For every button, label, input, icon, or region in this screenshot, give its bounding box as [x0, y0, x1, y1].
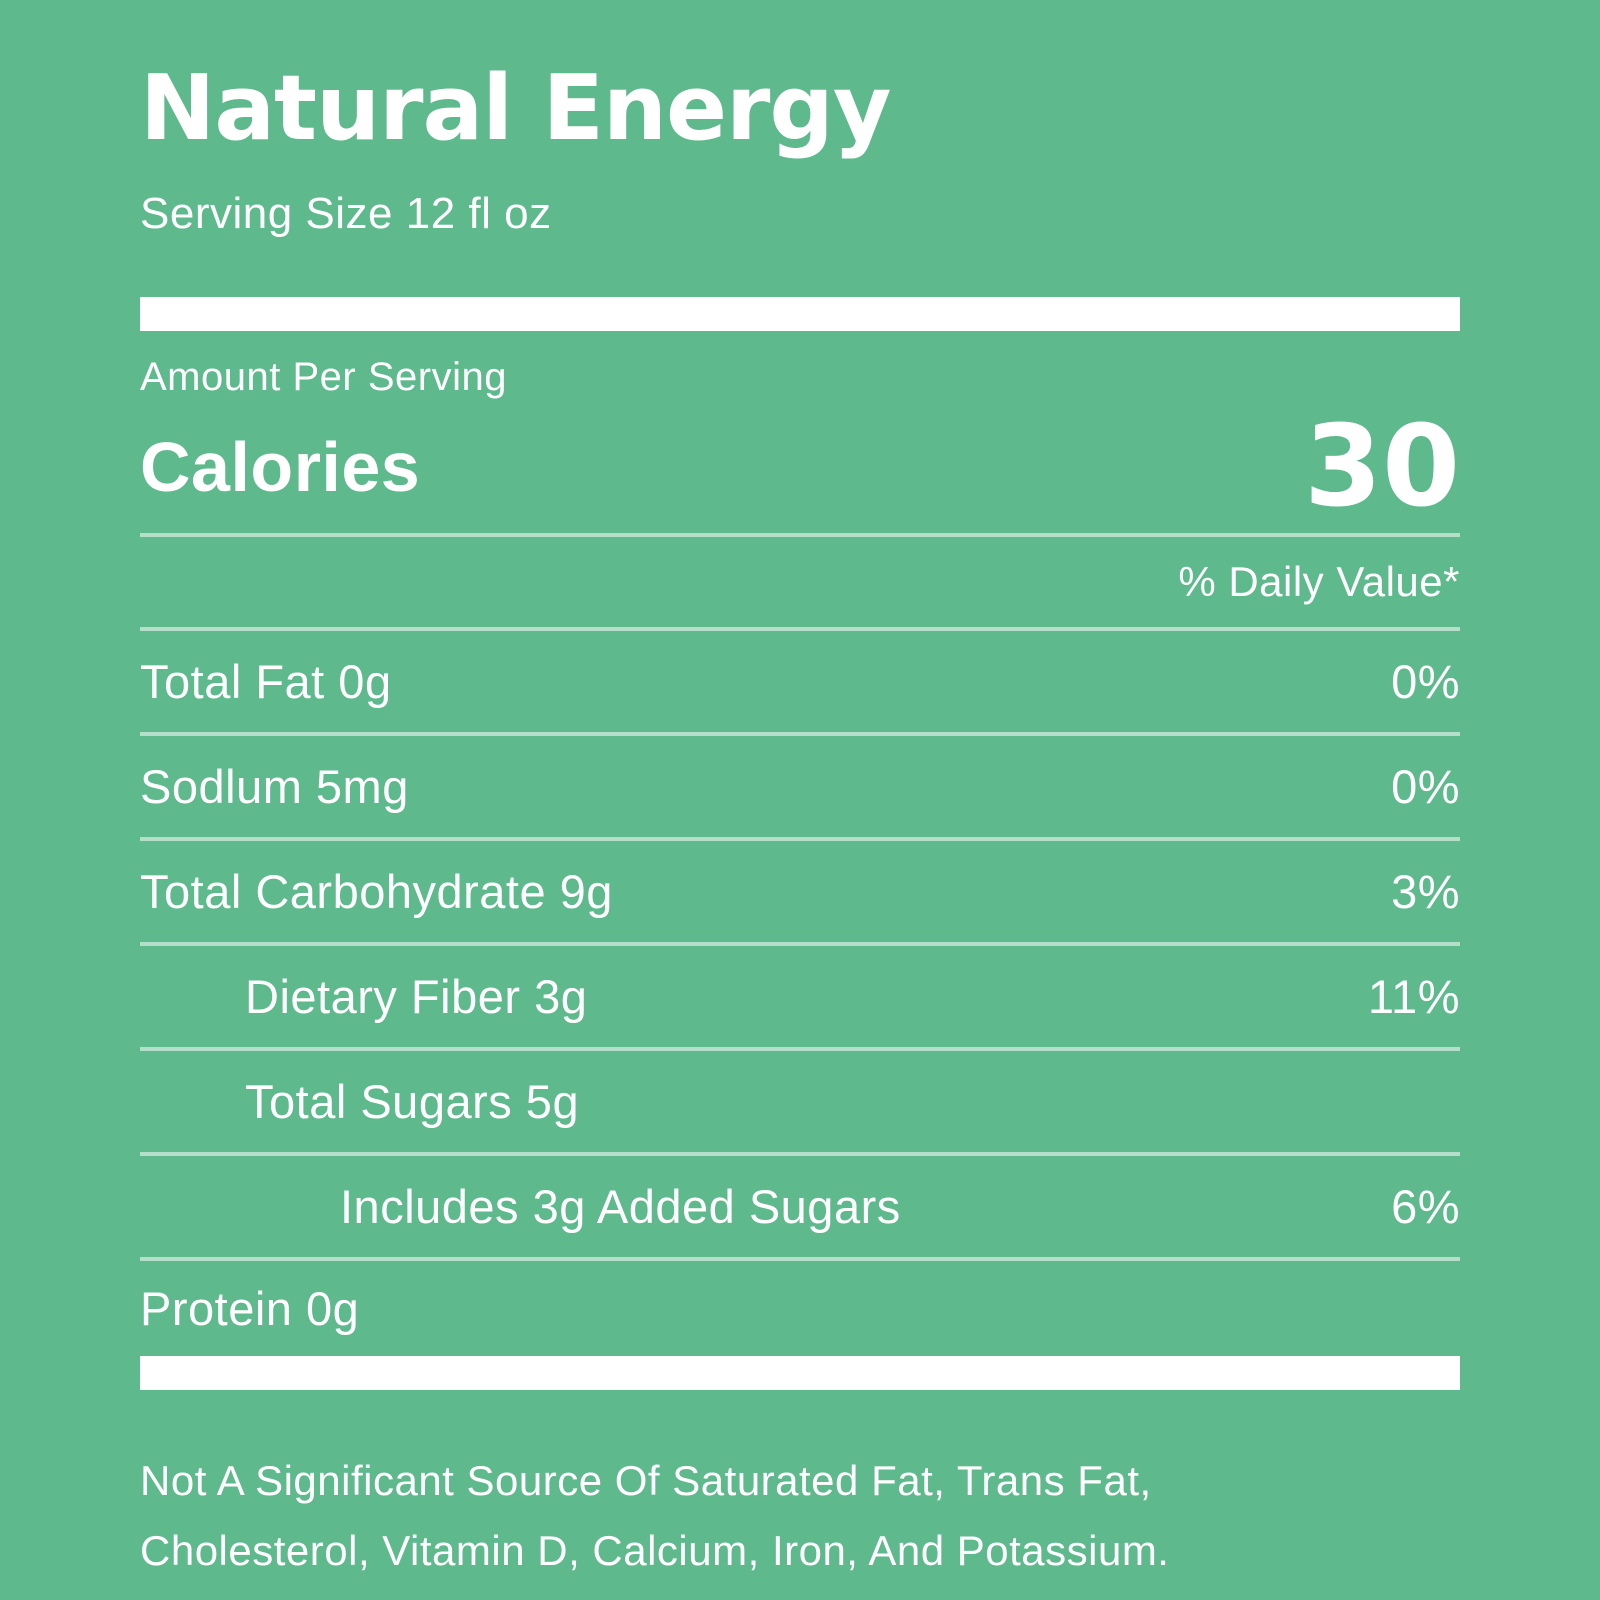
nutrient-row-dietary-fiber: Dietary Fiber 3g 11% [140, 946, 1460, 1051]
serving-size: Serving Size 12 fl oz [140, 189, 552, 238]
footnote: Not A Significant Source Of Saturated Fa… [140, 1446, 1460, 1585]
separator-bar-bottom [140, 1355, 1460, 1390]
product-title: Natural Energy [140, 56, 892, 161]
nutrient-name: Dietary Fiber 3g [245, 969, 588, 1023]
nutrient-daily-value: 6% [1391, 1179, 1460, 1233]
calories-value: 30 [1304, 401, 1460, 532]
amount-per-serving-label: Amount Per Serving [140, 354, 507, 399]
nutrient-daily-value: 11% [1367, 969, 1460, 1023]
nutrient-row-total-fat: Total Fat 0g 0% [140, 631, 1460, 736]
nutrient-daily-value: 0% [1391, 759, 1460, 813]
nutrient-row-total-sugars: Total Sugars 5g [140, 1051, 1460, 1156]
nutrient-name: Total Carbohydrate 9g [140, 864, 613, 918]
calories-row: Calories 30 [140, 401, 1460, 533]
separator-bar-top [140, 296, 1460, 331]
nutrient-name: Total Fat 0g [140, 654, 392, 708]
nutrient-row-sodium: Sodlum 5mg 0% [140, 736, 1460, 841]
calories-label: Calories [140, 427, 421, 506]
nutrient-row-total-carbohydrate: Total Carbohydrate 9g 3% [140, 841, 1460, 946]
nutrient-row-protein: Protein 0g [140, 1261, 1460, 1356]
nutrient-name: Protein 0g [140, 1281, 360, 1335]
nutrient-daily-value: 0% [1391, 654, 1460, 708]
nutrient-row-added-sugars: Includes 3g Added Sugars 6% [140, 1156, 1460, 1261]
footnote-line-2: Cholesterol, Vitamin D, Calcium, Iron, A… [140, 1526, 1170, 1574]
footnote-line-1: Not A Significant Source Of Saturated Fa… [140, 1456, 1152, 1504]
nutrient-name: Sodlum 5mg [140, 759, 409, 813]
daily-value-header: % Daily Value* [140, 532, 1460, 631]
nutrient-daily-value: 3% [1391, 864, 1460, 918]
nutrient-name: Total Sugars 5g [245, 1074, 580, 1128]
daily-value-label: % Daily Value* [1178, 557, 1460, 605]
nutrient-name: Includes 3g Added Sugars [340, 1179, 901, 1233]
